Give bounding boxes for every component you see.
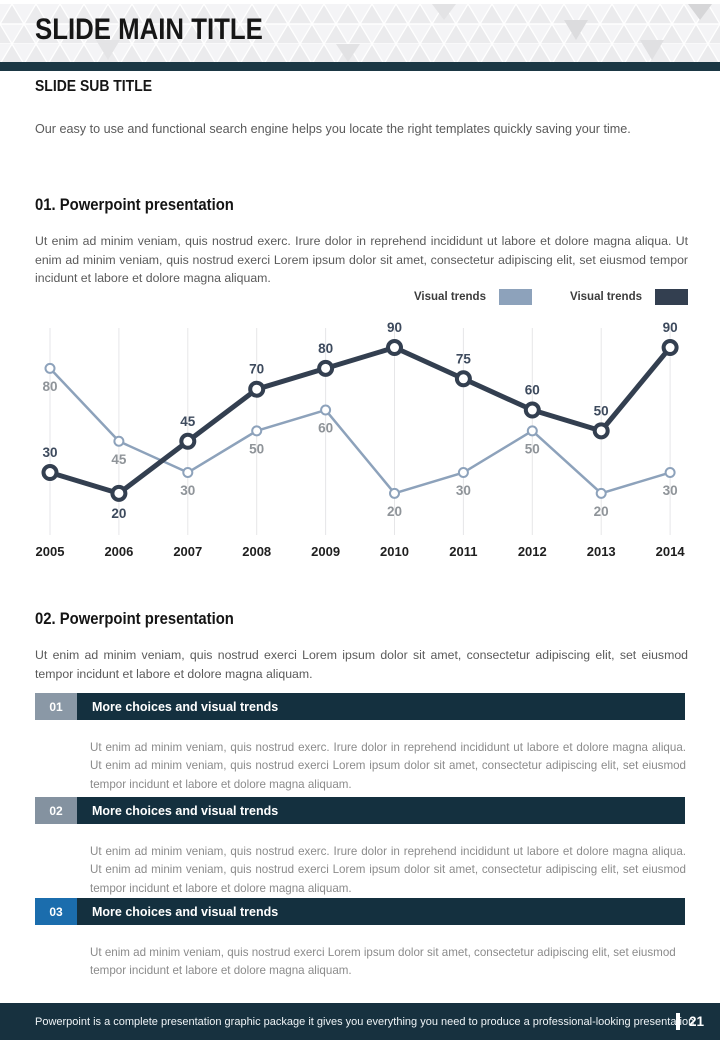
section01-body: Ut enim ad minim veniam, quis nostrud ex… [35, 234, 688, 286]
item-body: Ut enim ad minim veniam, quis nostrud ex… [90, 844, 686, 895]
legend-swatch-light [498, 289, 532, 305]
page-indicator: 21 [675, 1003, 704, 1040]
svg-text:80: 80 [318, 341, 333, 356]
svg-text:50: 50 [594, 403, 609, 418]
intro-text: Our easy to use and functional search en… [35, 121, 631, 136]
svg-text:90: 90 [663, 320, 678, 335]
slide-subtitle: SLIDE SUB TITLE [35, 78, 153, 95]
svg-text:2010: 2010 [380, 544, 409, 559]
svg-text:2005: 2005 [36, 544, 65, 559]
svg-text:20: 20 [111, 506, 126, 521]
svg-text:60: 60 [525, 383, 540, 398]
svg-text:30: 30 [180, 483, 195, 498]
section02-title: 02. Powerpoint presentation [35, 610, 234, 628]
svg-text:75: 75 [456, 351, 472, 366]
svg-text:50: 50 [525, 441, 540, 456]
item-number-badge: 01 [35, 693, 77, 720]
header: SLIDE MAIN TITLE [0, 4, 720, 62]
svg-text:2011: 2011 [449, 544, 477, 559]
chart-legend: Visual trends Visual trends [414, 289, 688, 305]
legend-item-dark: Visual trends [570, 289, 688, 305]
page-title: SLIDE MAIN TITLE [35, 13, 263, 46]
svg-text:30: 30 [42, 445, 57, 460]
footer: Powerpoint is a complete presentation gr… [0, 1003, 720, 1040]
legend-swatch-dark [655, 289, 688, 305]
item-number-badge: 03 [35, 898, 77, 925]
svg-text:30: 30 [663, 483, 678, 498]
legend-label: Visual trends [413, 291, 486, 303]
legend-label: Visual trends [569, 291, 642, 303]
page-number-bar [675, 1013, 680, 1030]
section01-title: 01. Powerpoint presentation [35, 196, 234, 214]
page-number: 21 [688, 1014, 704, 1029]
svg-text:60: 60 [318, 421, 333, 436]
footer-text: Powerpoint is a complete presentation gr… [35, 1015, 695, 1028]
header-divider [0, 62, 720, 71]
svg-text:2013: 2013 [587, 544, 616, 559]
list-item-header: 01 More choices and visual trends [35, 693, 685, 720]
triangle-pattern-background [0, 4, 720, 62]
list-item-header: 03 More choices and visual trends [35, 898, 685, 925]
item-title: More choices and visual trends [77, 693, 685, 720]
svg-text:50: 50 [249, 441, 264, 456]
svg-text:45: 45 [180, 414, 196, 429]
legend-item-light: Visual trends [414, 289, 532, 305]
svg-text:90: 90 [387, 320, 402, 335]
svg-text:2006: 2006 [104, 544, 133, 559]
svg-text:80: 80 [42, 379, 57, 394]
item-body: Ut enim ad minim veniam, quis nostrud ex… [90, 740, 686, 791]
svg-text:2007: 2007 [173, 544, 202, 559]
item-number-badge: 02 [35, 797, 77, 824]
item-title: More choices and visual trends [77, 898, 685, 925]
svg-text:2009: 2009 [311, 544, 340, 559]
svg-text:2008: 2008 [242, 544, 271, 559]
item-title: More choices and visual trends [77, 797, 685, 824]
section02-body: Ut enim ad minim veniam, quis nostrud ex… [35, 648, 688, 681]
svg-text:20: 20 [594, 504, 609, 519]
svg-text:70: 70 [249, 362, 264, 377]
list-item-header: 02 More choices and visual trends [35, 797, 685, 824]
svg-text:20: 20 [387, 504, 402, 519]
item-body: Ut enim ad minim veniam, quis nostrud ex… [90, 945, 676, 978]
svg-text:2012: 2012 [518, 544, 547, 559]
svg-text:45: 45 [111, 452, 127, 467]
trend-line-chart: 2005 2006 2007 2008 2009 2010 2011 2012 2013 2014… [36, 320, 686, 559]
svg-text:2014: 2014 [656, 544, 686, 559]
svg-text:30: 30 [456, 483, 471, 498]
